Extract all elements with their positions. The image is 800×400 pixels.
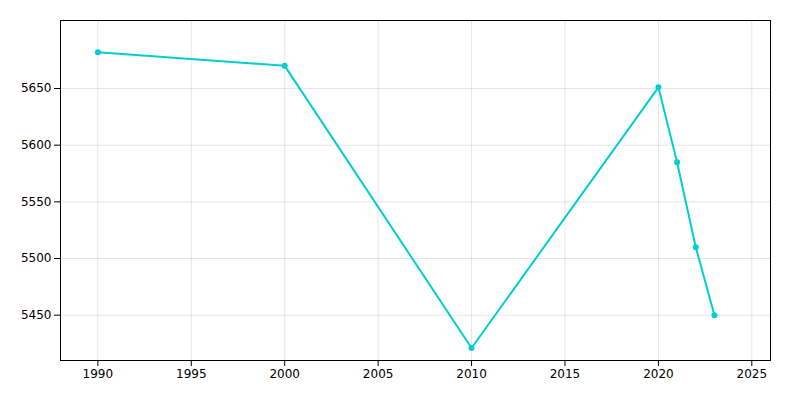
svg-text:2020: 2020 [643, 367, 674, 381]
svg-text:5450: 5450 [21, 308, 52, 322]
svg-text:5650: 5650 [21, 81, 52, 95]
svg-text:2025: 2025 [737, 367, 768, 381]
svg-text:5600: 5600 [21, 138, 52, 152]
svg-text:2005: 2005 [363, 367, 394, 381]
svg-text:5550: 5550 [21, 195, 52, 209]
svg-text:5500: 5500 [21, 251, 52, 265]
svg-text:2015: 2015 [550, 367, 581, 381]
svg-text:1990: 1990 [83, 367, 114, 381]
svg-text:2010: 2010 [456, 367, 487, 381]
svg-text:1995: 1995 [176, 367, 207, 381]
svg-text:2000: 2000 [269, 367, 300, 381]
